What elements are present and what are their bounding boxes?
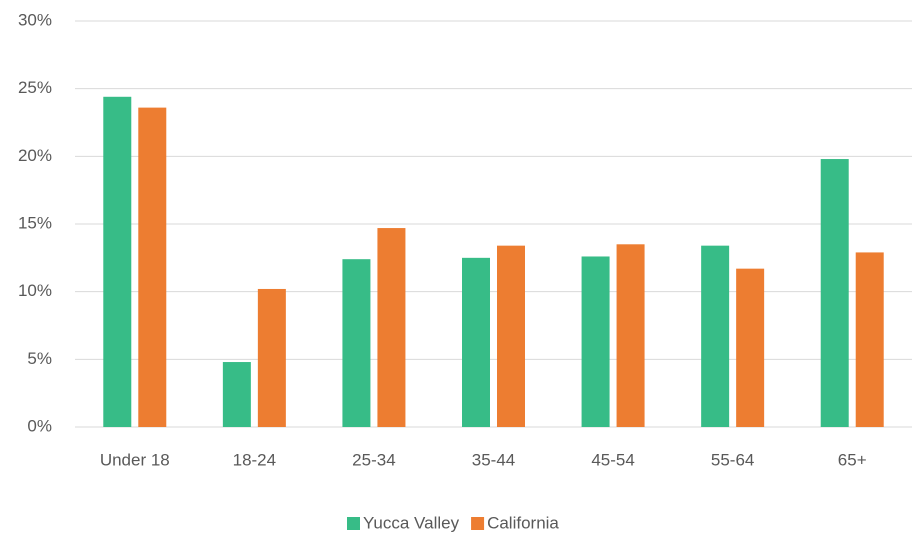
x-tick-label: 25-34 [352,450,395,469]
legend-label: California [487,513,559,532]
y-tick-label: 20% [18,146,52,165]
bar [701,245,730,427]
bar [736,268,765,427]
y-tick-label: 30% [18,10,52,29]
bar [103,96,132,427]
x-tick-label: 45-54 [591,450,634,469]
bar [342,259,371,427]
x-tick-label: 35-44 [472,450,515,469]
bar [616,244,645,427]
bar [377,228,406,427]
y-tick-label: 10% [18,281,52,300]
x-tick-label: 65+ [838,450,867,469]
x-tick-label: Under 18 [100,450,170,469]
bar [581,256,610,427]
y-tick-label: 25% [18,78,52,97]
y-tick-label: 0% [27,416,52,435]
legend-swatch [471,517,485,530]
y-tick-label: 5% [27,349,52,368]
y-tick-label: 15% [18,213,52,232]
legend-swatch [347,517,360,530]
x-tick-label: 18-24 [233,450,276,469]
bar [855,252,884,427]
bar [462,257,490,427]
bar [497,245,525,427]
x-tick-label: 55-64 [711,450,754,469]
bar [222,362,251,427]
bar [820,159,849,428]
bar [138,107,167,427]
legend-label: Yucca Valley [363,513,460,532]
bar [257,288,286,427]
